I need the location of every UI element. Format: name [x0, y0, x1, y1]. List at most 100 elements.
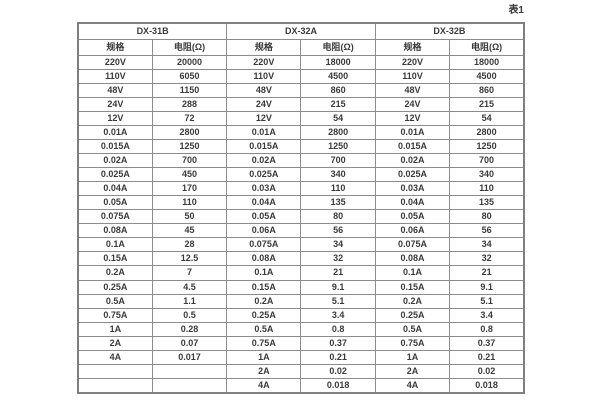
- resistance-cell: 0.018: [449, 377, 525, 394]
- table-row: 0.75A 0.5 0.25A 3.4 0.25A 3.4: [77, 307, 525, 323]
- spec-cell: 0.75A: [374, 335, 451, 351]
- resistance-cell: 5.1: [449, 293, 525, 309]
- resistance-cell: 18000: [300, 54, 376, 71]
- spec-cell: 0.15A: [226, 279, 302, 295]
- spec-cell: 12V: [374, 111, 451, 127]
- spec-cell: 48V: [374, 83, 451, 99]
- resistance-table: DX-31B DX-32A DX-32B 规格 电阻(Ω) 规格 电阻(Ω) 规格 电阻(Ω) …: [77, 22, 525, 394]
- resistance-cell: 0.21: [449, 349, 525, 365]
- spec-cell: 0.04A: [77, 181, 153, 197]
- spec-cell: 0.04A: [226, 195, 302, 211]
- spec-cell: 0.01A: [226, 125, 302, 141]
- resistance-cell: 32: [449, 251, 525, 267]
- spec-cell: 0.02A: [226, 153, 302, 169]
- resistance-cell: 135: [300, 195, 376, 211]
- spec-cell: [77, 363, 153, 379]
- resistance-cell: 20000: [151, 54, 228, 71]
- spec-cell: 0.025A: [77, 167, 153, 183]
- spec-cell: 0.2A: [226, 293, 302, 309]
- resistance-cell: [151, 363, 228, 379]
- resistance-cell: 860: [449, 83, 525, 99]
- resistance-cell: 34: [300, 237, 376, 253]
- table-row: 12V 72 12V 54 12V 54: [77, 111, 525, 127]
- table-row: 4A 0.017 1A 0.21 1A 0.21: [77, 349, 525, 365]
- table-row: 0.25A 4.5 0.15A 9.1 0.15A 9.1: [77, 279, 525, 295]
- spec-cell: 0.03A: [226, 181, 302, 197]
- spec-cell: 0.25A: [374, 307, 451, 323]
- spec-cell: 0.5A: [226, 321, 302, 337]
- spec-cell: 24V: [77, 97, 153, 113]
- resistance-cell: 9.1: [300, 279, 376, 295]
- column-header-resistance: 电阻(Ω): [449, 39, 525, 56]
- resistance-cell: 215: [449, 97, 525, 113]
- spec-cell: 4A: [226, 377, 302, 394]
- resistance-cell: 0.28: [151, 321, 228, 337]
- resistance-cell: 21: [300, 265, 376, 281]
- resistance-cell: 0.017: [151, 349, 228, 365]
- table-caption: 表1: [508, 5, 524, 16]
- table-row: 2A 0.07 0.75A 0.37 0.75A 0.37: [77, 335, 525, 351]
- resistance-cell: 110: [300, 181, 376, 197]
- resistance-cell: [151, 377, 228, 394]
- resistance-cell: 18000: [449, 54, 525, 71]
- spec-cell: 0.1A: [374, 265, 451, 281]
- spec-cell: 2A: [77, 335, 153, 351]
- resistance-cell: 56: [300, 223, 376, 239]
- table-row: 0.2A 7 0.1A 21 0.1A 21: [77, 265, 525, 281]
- table-row: 0.08A 45 0.06A 56 0.06A 56: [77, 223, 525, 239]
- table-row: 0.025A 450 0.025A 340 0.025A 340: [77, 167, 525, 183]
- spec-cell: 0.02A: [77, 153, 153, 169]
- spec-cell: 0.075A: [374, 237, 451, 253]
- resistance-cell: 135: [449, 195, 525, 211]
- spec-cell: 0.08A: [77, 223, 153, 239]
- group-header-dx-32a: DX-32A: [226, 22, 376, 40]
- resistance-cell: 1250: [300, 139, 376, 155]
- spec-cell: 1A: [226, 349, 302, 365]
- spec-cell: 0.5A: [77, 293, 153, 309]
- resistance-cell: 0.37: [449, 335, 525, 351]
- spec-cell: 110V: [77, 69, 153, 85]
- spec-cell: 12V: [226, 111, 302, 127]
- resistance-cell: 340: [449, 167, 525, 183]
- resistance-cell: 4500: [300, 69, 376, 85]
- resistance-cell: 80: [300, 209, 376, 225]
- spec-cell: 0.2A: [77, 265, 153, 281]
- spec-cell: 220V: [374, 54, 451, 71]
- spec-cell: 0.08A: [374, 251, 451, 267]
- resistance-cell: 56: [449, 223, 525, 239]
- spec-cell: 1A: [77, 321, 153, 337]
- table-body: 220V 20000 220V 18000 220V 18000 110V 6050 110V 4…: [77, 54, 525, 394]
- resistance-cell: 0.21: [300, 349, 376, 365]
- table-row: 0.15A 12.5 0.08A 32 0.08A 32: [77, 251, 525, 267]
- spec-cell: 24V: [374, 97, 451, 113]
- column-header-spec: 规格: [77, 39, 153, 56]
- spec-cell: 0.075A: [77, 209, 153, 225]
- resistance-cell: 3.4: [449, 307, 525, 323]
- table-row: 0.5A 1.1 0.2A 5.1 0.2A 5.1: [77, 293, 525, 309]
- spec-cell: 48V: [77, 83, 153, 99]
- resistance-cell: 450: [151, 167, 228, 183]
- resistance-cell: 9.1: [449, 279, 525, 295]
- spec-cell: 0.04A: [374, 195, 451, 211]
- spec-cell: 0.15A: [374, 279, 451, 295]
- resistance-cell: 288: [151, 97, 228, 113]
- spec-cell: 0.1A: [77, 237, 153, 253]
- resistance-cell: 700: [449, 153, 525, 169]
- spec-cell: 0.015A: [77, 139, 153, 155]
- resistance-cell: 215: [300, 97, 376, 113]
- resistance-cell: 7: [151, 265, 228, 281]
- resistance-cell: 1150: [151, 83, 228, 99]
- resistance-cell: 0.018: [300, 377, 376, 394]
- resistance-cell: 3.4: [300, 307, 376, 323]
- resistance-cell: 1250: [151, 139, 228, 155]
- spec-cell: 0.15A: [77, 251, 153, 267]
- resistance-cell: 700: [300, 153, 376, 169]
- table-row: 0.04A 170 0.03A 110 0.03A 110: [77, 181, 525, 197]
- spec-cell: 0.02A: [374, 153, 451, 169]
- resistance-cell: 45: [151, 223, 228, 239]
- resistance-cell: 170: [151, 181, 228, 197]
- spec-cell: 1A: [374, 349, 451, 365]
- resistance-cell: 32: [300, 251, 376, 267]
- resistance-cell: 12.5: [151, 251, 228, 267]
- spec-cell: 0.01A: [374, 125, 451, 141]
